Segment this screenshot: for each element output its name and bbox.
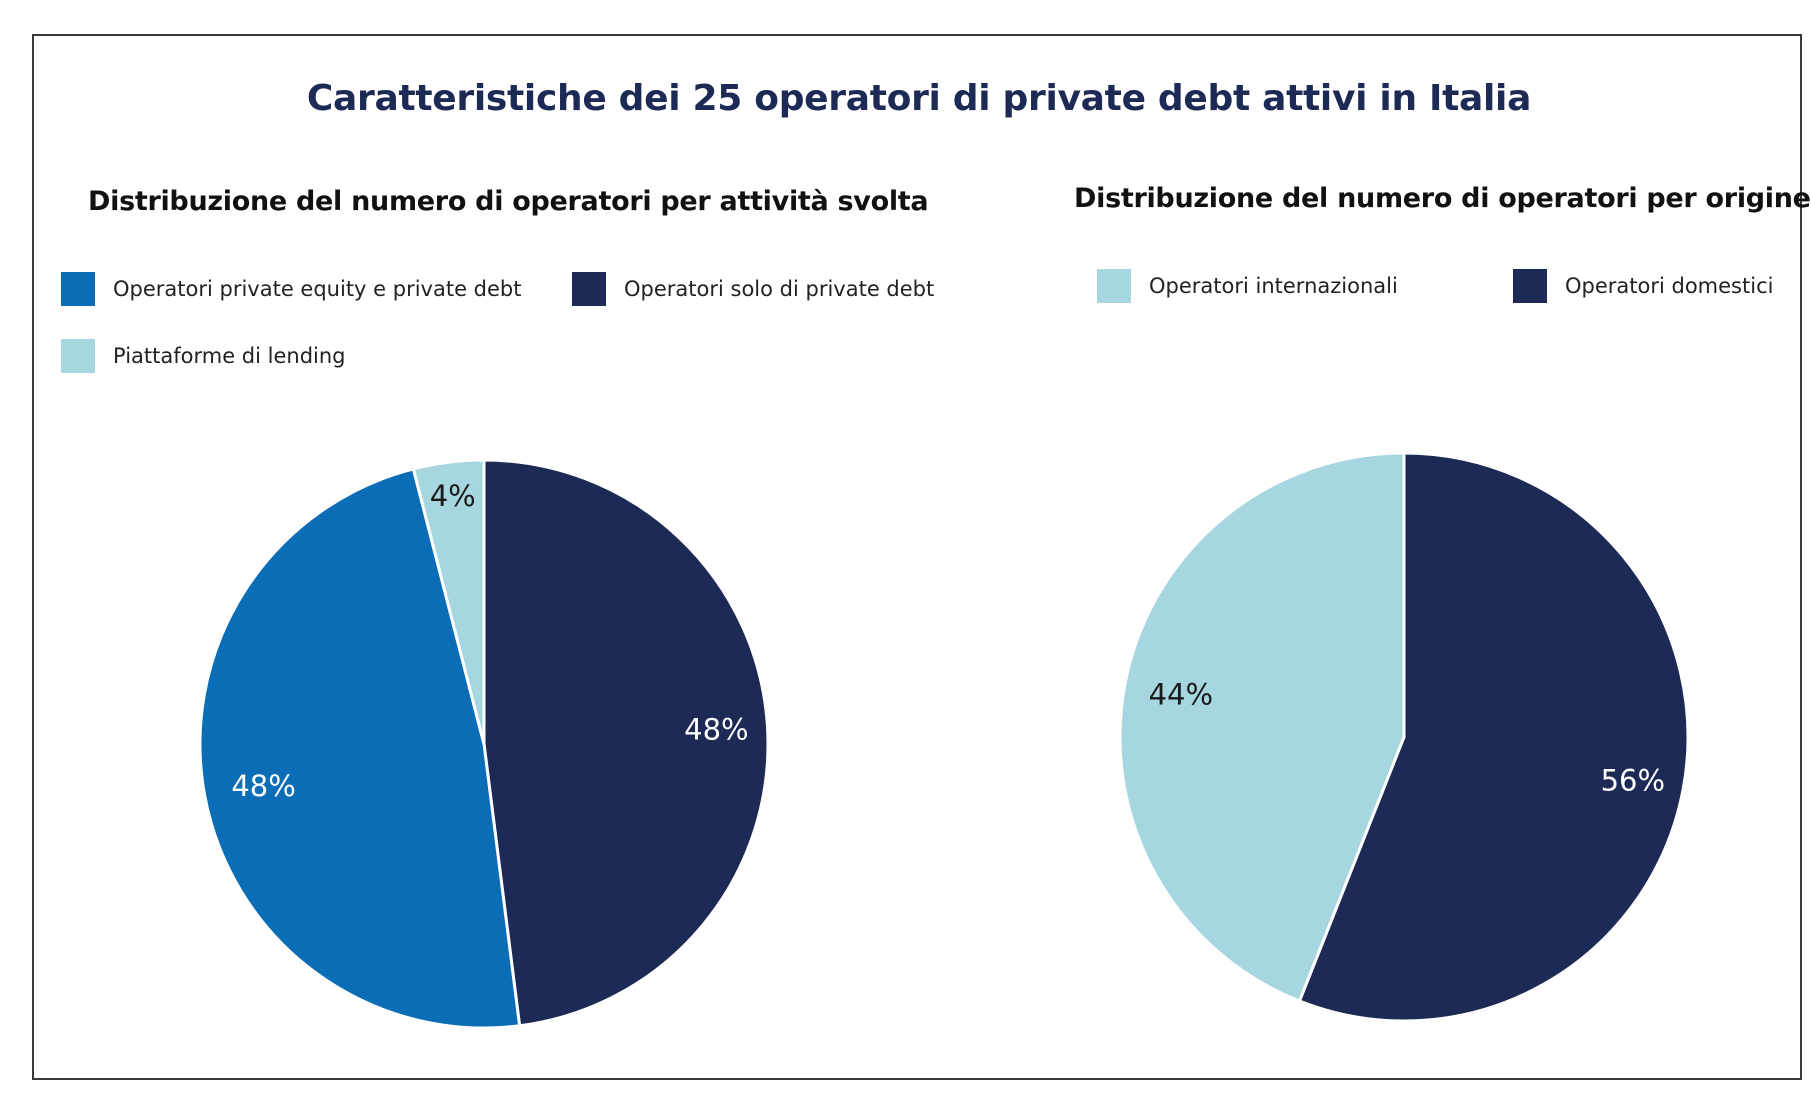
slice-label: 48%: [231, 769, 295, 803]
legend-label: Operatori internazionali: [1149, 274, 1398, 298]
legend-label: Operatori solo di private debt: [624, 277, 935, 301]
slice-label: 4%: [430, 479, 476, 513]
left-legend-item-pd-only: Operatori solo di private debt: [572, 272, 934, 306]
slice-label: 48%: [684, 712, 748, 746]
left-legend-item-pe-pd: Operatori private equity e private debt: [61, 272, 522, 306]
legend-label: Operatori private equity e private debt: [113, 277, 522, 301]
legend-swatch: [572, 272, 606, 306]
left-pie-chart: 48% 48% 4%: [198, 458, 770, 1030]
legend-label: Piattaforme di lending: [113, 344, 346, 368]
legend-label: Operatori domestici: [1565, 274, 1774, 298]
slice-label: 56%: [1601, 764, 1665, 798]
slice-label: 44%: [1149, 677, 1213, 711]
left-chart-title: Distribuzione del numero di operatori pe…: [88, 186, 929, 217]
right-pie-chart: 56% 44%: [1118, 451, 1690, 1023]
pie-slice-operatori-domestici: [1297, 451, 1690, 1023]
legend-swatch: [61, 272, 95, 306]
legend-swatch: [1513, 269, 1547, 303]
pie-slice-piattaforme-di-lending: [411, 458, 486, 746]
left-legend-item-lending: Piattaforme di lending: [61, 339, 346, 373]
chart-frame: Caratteristiche dei 25 operatori di priv…: [32, 34, 1811, 1080]
right-legend-item-domestic: Operatori domestici: [1513, 269, 1773, 303]
page-title: Caratteristiche dei 25 operatori di priv…: [306, 78, 1532, 119]
pie-slice-operatori-private-equity-e-private-debt: [198, 467, 522, 1030]
legend-swatch: [61, 339, 95, 373]
right-legend-item-international: Operatori internazionali: [1097, 269, 1398, 303]
pie-slice-operatori-solo-di-private-debt: [482, 458, 770, 1028]
legend-swatch: [1097, 269, 1131, 303]
right-chart-title: Distribuzione del numero di operatori pe…: [1074, 183, 1811, 214]
pie-slice-operatori-internazionali: [1118, 451, 1406, 1003]
